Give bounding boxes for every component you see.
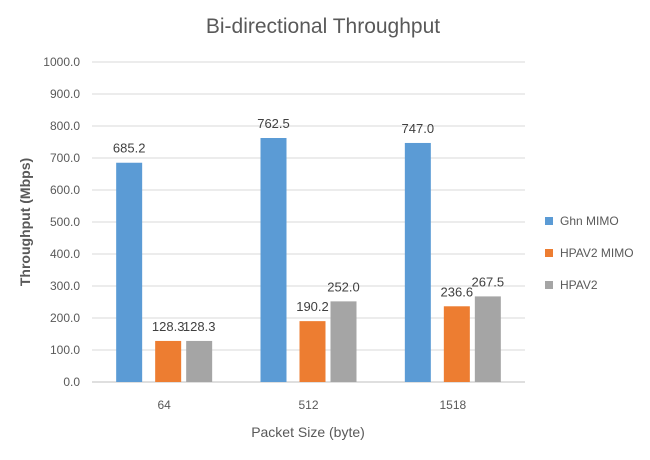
y-tick-label: 1000.0 [43,55,80,69]
data-label: 267.5 [472,274,505,289]
y-tick-label: 300.0 [50,279,80,293]
y-tick-label: 900.0 [50,87,80,101]
bar [330,301,357,382]
x-tick-label: 1518 [439,398,466,412]
bar [404,142,431,382]
legend-label: HPAV2 MIMO [560,246,634,260]
chart-title: Bi-directional Throughput [206,15,440,38]
data-labels: 685.2 762.5 747.0 128.3 190.2 236.6 128.3 252.0… [113,116,504,334]
bar [443,306,470,382]
bars [116,138,501,382]
bar [186,340,213,382]
data-label: 252.0 [327,279,360,294]
y-tick-label: 0.0 [63,375,80,389]
data-label: 236.6 [441,284,474,299]
legend-label: Ghn MIMO [560,214,619,228]
bar [299,321,326,382]
data-label: 128.3 [152,319,185,334]
x-tick-label: 64 [157,398,171,412]
x-axis-label: Packet Size (byte) [251,424,365,440]
y-tick-label: 800.0 [50,119,80,133]
y-tick-label: 400.0 [50,247,80,261]
y-tick-label: 500.0 [50,215,80,229]
legend: Ghn MIMO HPAV2 MIMO HPAV2 [545,214,634,292]
y-tick-label: 100.0 [50,343,80,357]
bar [260,138,287,382]
y-tick-label: 200.0 [50,311,80,325]
x-axis-ticks: 64 512 1518 [157,398,466,412]
y-tick-label: 700.0 [50,151,80,165]
x-tick-label: 512 [298,398,318,412]
legend-swatch [545,281,553,289]
bar [155,340,182,382]
legend-label: HPAV2 [560,278,598,292]
bar [474,296,501,382]
data-label: 762.5 [257,116,290,131]
legend-swatch [545,217,553,225]
y-tick-label: 600.0 [50,183,80,197]
data-label: 190.2 [296,299,329,314]
data-label: 128.3 [183,319,216,334]
y-axis-ticks: 0.0 100.0 200.0 300.0 400.0 500.0 600.0 700.0 80… [43,55,80,389]
data-label: 747.0 [402,121,435,136]
legend-swatch [545,249,553,257]
y-axis-label: Throughput (Mbps) [17,158,33,286]
bar [116,162,143,382]
data-label: 685.2 [113,141,146,156]
